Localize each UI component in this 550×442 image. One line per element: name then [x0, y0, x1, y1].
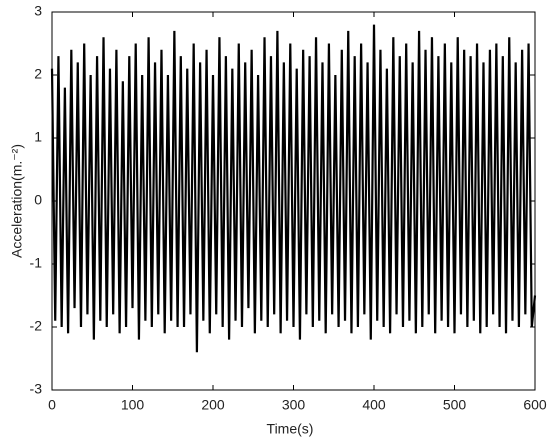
x-axis-label: Time(s)	[267, 421, 314, 437]
y-tick-label: -3	[30, 381, 43, 397]
y-tick-label: 0	[34, 192, 42, 208]
x-tick-label: 0	[48, 397, 56, 413]
x-tick-label: 100	[121, 397, 145, 413]
x-tick-label: 400	[362, 397, 386, 413]
y-axis-label: Acceleration(m.⁻²)	[9, 144, 25, 258]
x-tick-label: 200	[201, 397, 225, 413]
y-tick-label: 3	[34, 3, 42, 19]
x-tick-label: 300	[282, 397, 306, 413]
y-tick-label: 2	[34, 66, 42, 82]
x-tick-label: 600	[523, 397, 547, 413]
y-tick-label: -1	[30, 255, 43, 271]
y-tick-label: -2	[30, 318, 43, 334]
x-tick-label: 500	[443, 397, 467, 413]
signal-line	[50, 24, 537, 353]
y-tick-label: 1	[34, 129, 42, 145]
